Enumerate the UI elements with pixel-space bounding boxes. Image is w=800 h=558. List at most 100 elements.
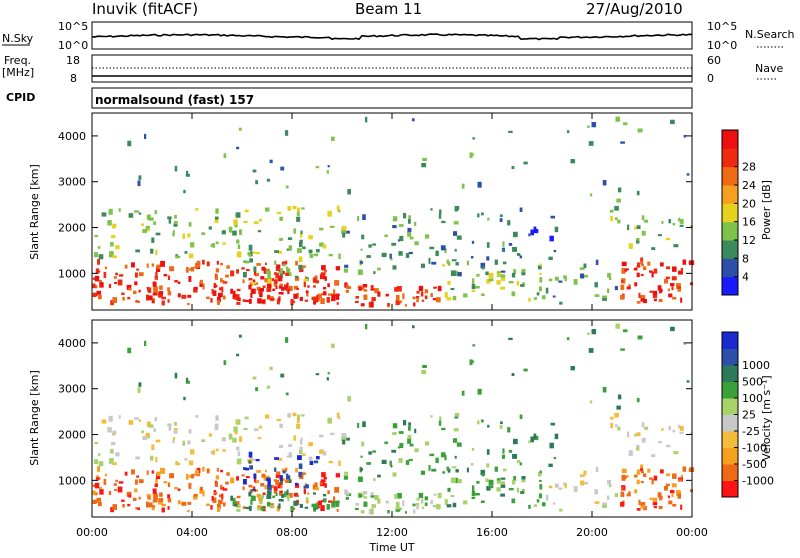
- power-cell: [638, 292, 641, 299]
- power-cell: [627, 224, 630, 231]
- velocity-cell: [152, 505, 156, 508]
- power-cell: [408, 251, 413, 255]
- velocity-cell: [640, 464, 644, 469]
- x-tick-label: 08:00: [276, 526, 308, 539]
- velocity-cell: [508, 449, 513, 453]
- colorbar-tick-label: 28: [742, 161, 756, 174]
- velocity-cell: [640, 480, 644, 484]
- velocity-cell: [301, 414, 305, 417]
- velocity-cell: [447, 487, 451, 492]
- velocity-cell: [626, 493, 631, 497]
- power-panel-bg: [92, 113, 692, 310]
- power-cell: [167, 291, 172, 296]
- velocity-cell: [212, 449, 215, 455]
- velocity-cell: [357, 422, 360, 428]
- power-cell: [297, 207, 301, 213]
- power-cell: [431, 261, 437, 265]
- power-cell: [143, 133, 147, 140]
- velocity-cell: [363, 501, 368, 507]
- velocity-cell: [373, 478, 376, 482]
- velocity-cell: [637, 469, 640, 475]
- power-cell: [420, 263, 426, 268]
- power-cell: [245, 299, 250, 303]
- power-cell: [641, 263, 644, 267]
- power-cell: [357, 285, 363, 288]
- velocity-cell: [502, 448, 505, 454]
- power-cell: [488, 272, 494, 279]
- power-cell: [118, 274, 124, 277]
- power-cell: [251, 281, 257, 285]
- power-cell: [177, 293, 181, 298]
- velocity-cell: [143, 340, 147, 347]
- velocity-cell: [507, 427, 511, 433]
- velocity-cell: [237, 451, 241, 457]
- velocity-cell: [138, 496, 141, 500]
- power-cell: [215, 268, 219, 273]
- power-cell: [259, 288, 265, 292]
- power-cell: [152, 292, 158, 296]
- power-cell: [236, 251, 242, 258]
- velocity-cell: [396, 493, 402, 499]
- velocity-cell: [360, 494, 365, 498]
- power-cell: [673, 244, 679, 248]
- velocity-cell: [336, 508, 339, 512]
- power-cell: [480, 293, 485, 297]
- power-cell: [327, 283, 330, 288]
- velocity-cell: [496, 478, 500, 481]
- velocity-cell: [488, 485, 494, 489]
- velocity-cell: [248, 484, 253, 488]
- velocity-cell: [651, 479, 654, 485]
- power-cell: [146, 286, 149, 290]
- power-cell: [217, 296, 221, 303]
- cpid-label: CPID: [6, 91, 35, 104]
- velocity-cell: [363, 496, 368, 499]
- velocity-cell: [216, 467, 219, 472]
- velocity-cell: [402, 500, 405, 507]
- velocity-cell: [184, 458, 188, 461]
- velocity-cell: [230, 495, 233, 501]
- power-cell: [442, 264, 446, 267]
- colorbar-tick-label: 500: [742, 376, 763, 389]
- power-cell: [682, 259, 687, 265]
- velocity-cell: [332, 496, 336, 502]
- power-cell: [168, 217, 172, 224]
- power-cell: [288, 272, 292, 277]
- velocity-cell: [199, 486, 203, 491]
- velocity-cell: [428, 464, 431, 471]
- power-cell: [147, 295, 153, 301]
- velocity-cell: [431, 468, 437, 472]
- power-cell: [466, 260, 469, 266]
- velocity-cell: [260, 483, 265, 487]
- power-cell: [471, 283, 476, 290]
- velocity-cell: [151, 470, 155, 474]
- power-cell: [346, 284, 350, 289]
- power-cell: [188, 275, 192, 282]
- power-cell: [276, 211, 282, 215]
- power-cell: [146, 214, 151, 220]
- velocity-cell: [399, 507, 403, 510]
- power-cell: [533, 226, 537, 232]
- velocity-cell: [424, 502, 428, 507]
- power-cell: [298, 256, 303, 263]
- velocity-cell: [602, 386, 607, 393]
- velocity-cell: [245, 476, 250, 479]
- power-cell: [666, 266, 671, 270]
- velocity-cell: [548, 463, 553, 468]
- power-cell: [108, 283, 112, 289]
- power-cell: [463, 293, 468, 298]
- power-cell: [623, 122, 628, 126]
- velocity-cell: [236, 353, 240, 357]
- power-cell: [407, 231, 412, 237]
- power-cell: [621, 261, 627, 267]
- power-cell: [286, 288, 291, 292]
- velocity-cell: [151, 444, 155, 450]
- power-cell: [185, 267, 189, 273]
- velocity-cell: [658, 505, 663, 510]
- power-cell: [273, 281, 278, 287]
- velocity-cell: [299, 475, 304, 480]
- cpid-strip: CPID normalsound (fast) 157: [6, 87, 693, 109]
- velocity-cell: [315, 373, 320, 376]
- colorbar-segment: [722, 414, 738, 432]
- power-cell: [93, 285, 98, 289]
- velocity-cell: [286, 473, 289, 479]
